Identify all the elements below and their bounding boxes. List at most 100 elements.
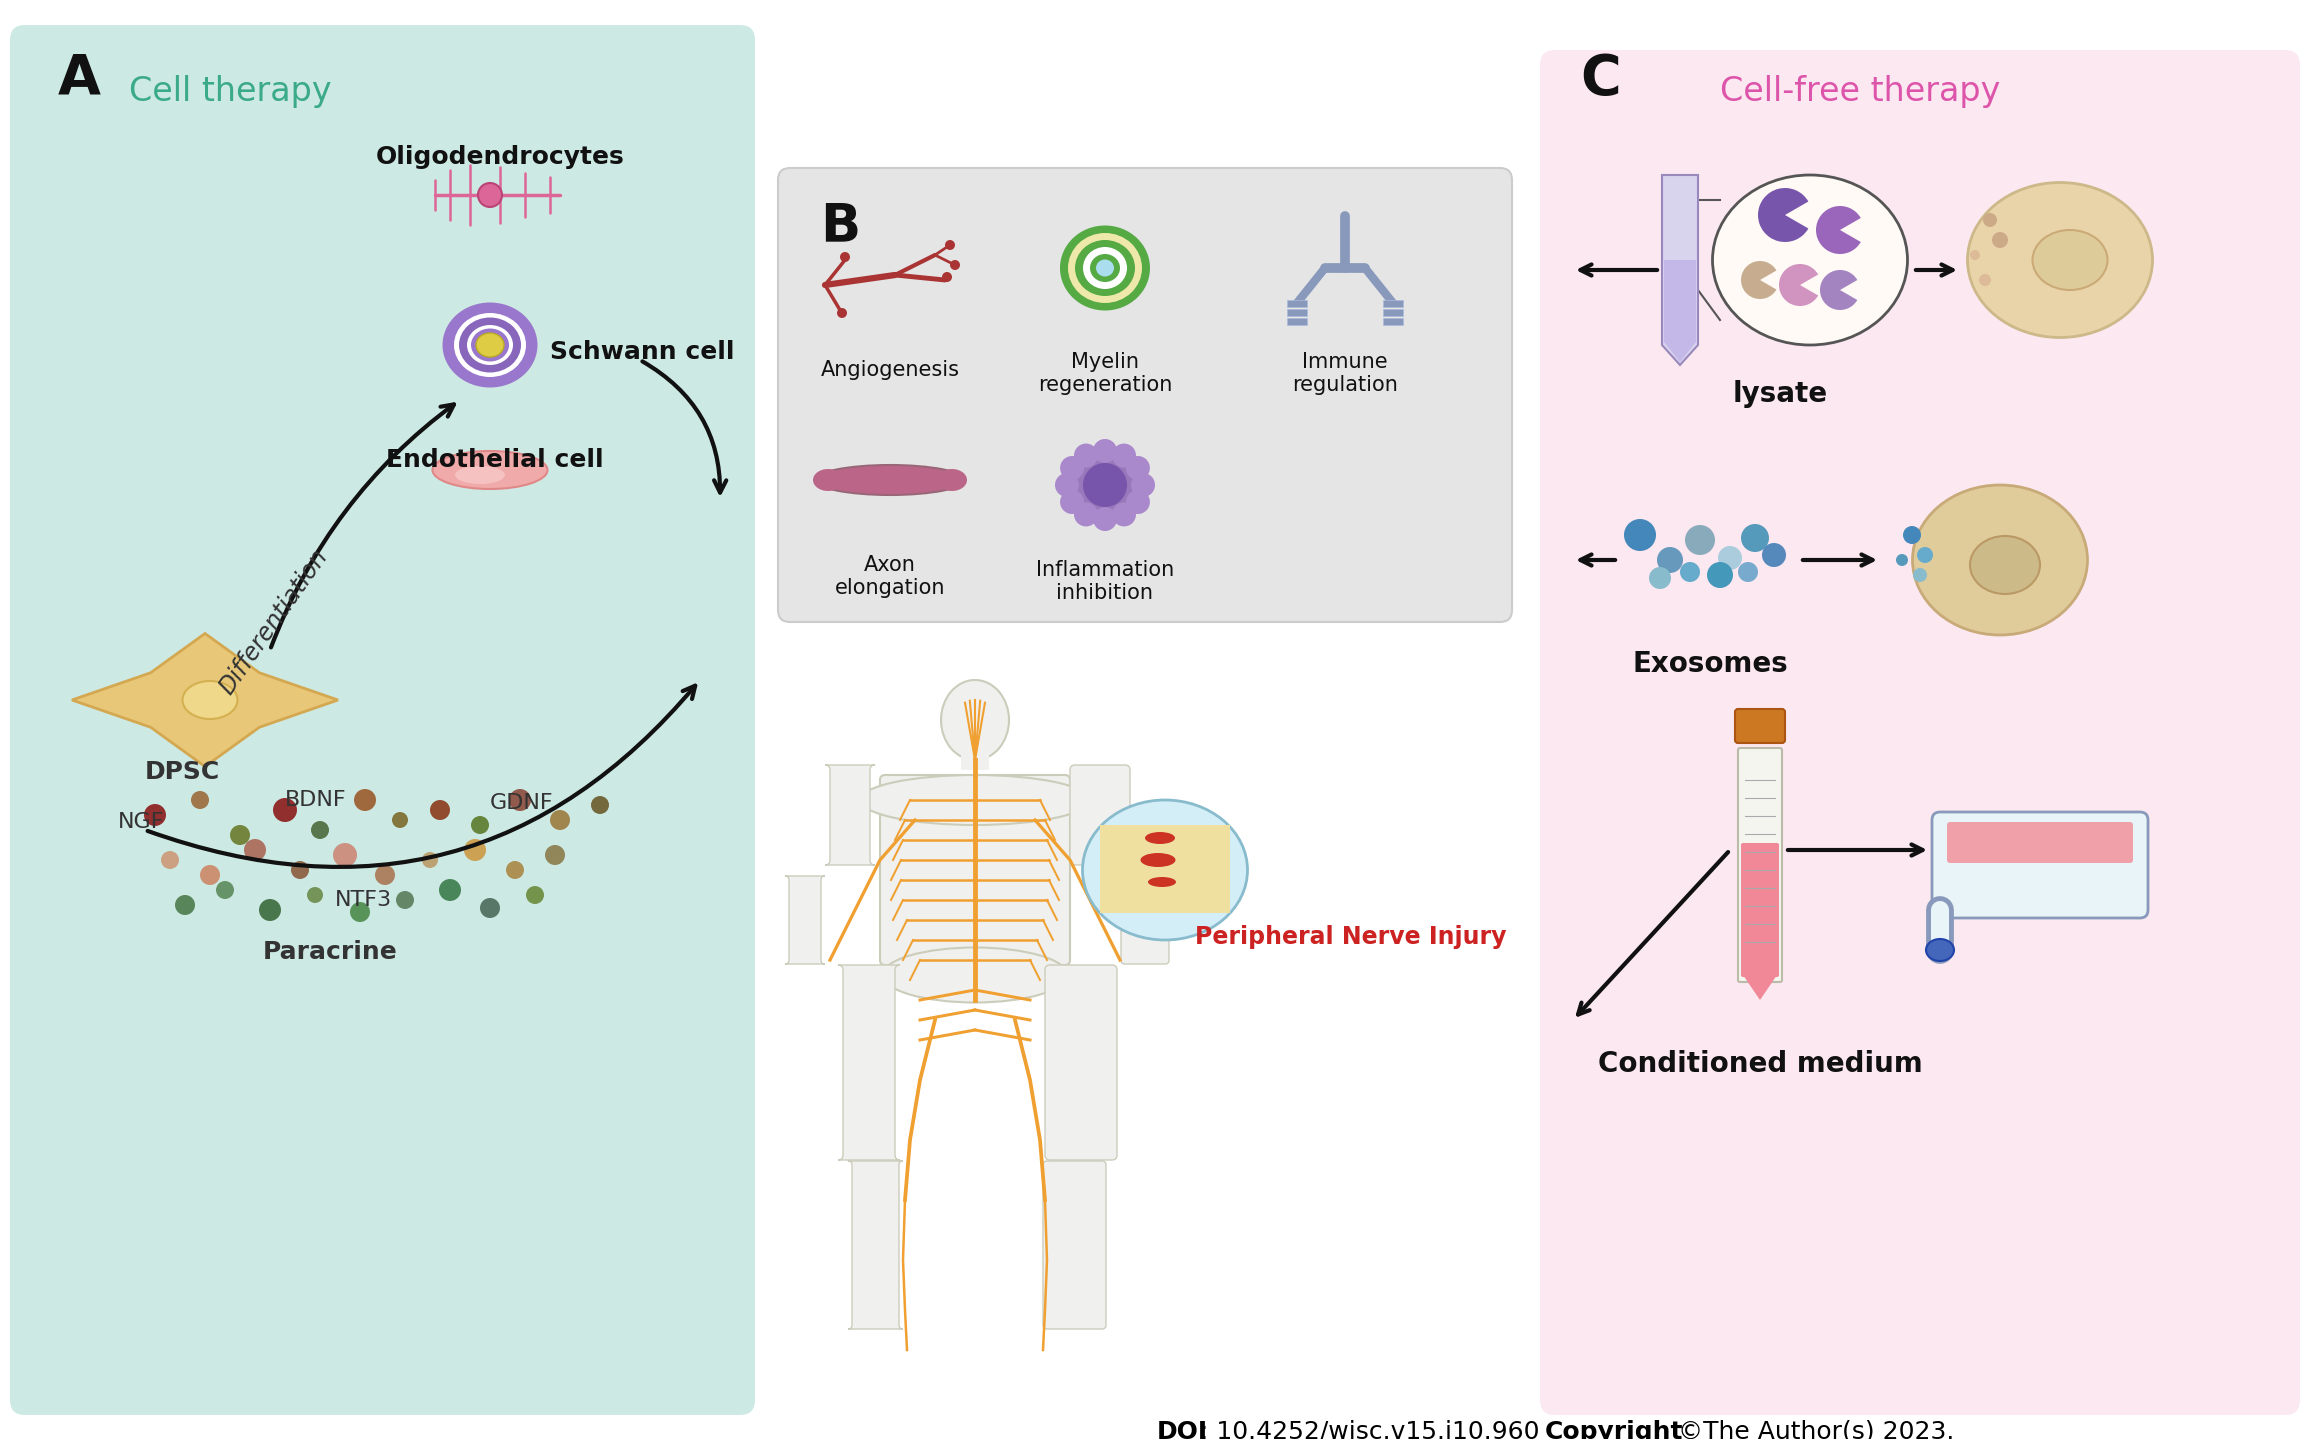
Ellipse shape (937, 469, 967, 491)
Text: NTF3: NTF3 (336, 889, 391, 909)
Text: ©The Author(s) 2023.: ©The Author(s) 2023. (1671, 1420, 1955, 1439)
Ellipse shape (1090, 255, 1120, 282)
Circle shape (479, 898, 500, 918)
Text: Axon
elongation: Axon elongation (835, 555, 944, 599)
Circle shape (1685, 525, 1715, 555)
Circle shape (525, 886, 544, 904)
Text: Paracrine: Paracrine (261, 940, 398, 964)
Ellipse shape (1060, 226, 1150, 311)
Wedge shape (1740, 260, 1777, 299)
Text: BDNF: BDNF (285, 790, 347, 810)
Circle shape (838, 308, 847, 318)
Text: Endothelial cell: Endothelial cell (386, 448, 604, 472)
Circle shape (1895, 554, 1909, 566)
Text: A: A (58, 52, 102, 106)
Circle shape (308, 886, 324, 904)
FancyBboxPatch shape (1099, 848, 1231, 869)
Text: Conditioned medium: Conditioned medium (1597, 1050, 1923, 1078)
FancyBboxPatch shape (1384, 299, 1402, 307)
Circle shape (1738, 563, 1759, 581)
Ellipse shape (815, 465, 965, 495)
Circle shape (509, 789, 530, 812)
Polygon shape (72, 633, 338, 767)
Ellipse shape (1141, 853, 1176, 868)
Circle shape (229, 825, 250, 845)
FancyBboxPatch shape (1099, 825, 1231, 848)
Text: NGF: NGF (118, 812, 164, 832)
Polygon shape (1664, 260, 1696, 363)
Circle shape (199, 865, 220, 885)
FancyBboxPatch shape (1099, 891, 1231, 912)
Text: Cell-free therapy: Cell-free therapy (1719, 75, 1999, 108)
Text: Oligodendrocytes: Oligodendrocytes (375, 145, 625, 168)
FancyBboxPatch shape (1044, 1161, 1106, 1330)
Circle shape (259, 899, 280, 921)
Ellipse shape (1925, 940, 1953, 961)
Circle shape (1132, 473, 1155, 496)
FancyBboxPatch shape (847, 1161, 902, 1330)
Ellipse shape (458, 318, 521, 373)
Text: : 10.4252/wjsc.v15.i10.960: : 10.4252/wjsc.v15.i10.960 (1201, 1420, 1548, 1439)
Circle shape (421, 852, 437, 868)
Text: Inflammation
inhibition: Inflammation inhibition (1037, 560, 1173, 603)
Circle shape (430, 800, 449, 820)
Circle shape (1113, 502, 1136, 527)
Circle shape (292, 861, 310, 879)
Circle shape (1055, 473, 1078, 496)
Text: C: C (1580, 52, 1620, 106)
Circle shape (1740, 524, 1768, 553)
Circle shape (465, 839, 486, 861)
Text: lysate: lysate (1733, 380, 1828, 409)
FancyBboxPatch shape (879, 776, 1069, 966)
Text: Peripheral Nerve Injury: Peripheral Nerve Injury (1194, 925, 1506, 948)
Circle shape (1624, 519, 1657, 551)
Circle shape (391, 812, 407, 827)
Circle shape (1127, 456, 1150, 481)
Circle shape (215, 881, 234, 899)
Ellipse shape (433, 450, 548, 489)
Circle shape (1914, 568, 1928, 581)
Circle shape (1650, 567, 1671, 589)
Circle shape (1113, 443, 1136, 468)
Text: Differentiation: Differentiation (215, 545, 333, 699)
Polygon shape (1742, 976, 1777, 1000)
FancyBboxPatch shape (1069, 766, 1129, 865)
Circle shape (1083, 463, 1127, 507)
FancyBboxPatch shape (9, 24, 754, 1415)
Ellipse shape (467, 325, 514, 366)
FancyBboxPatch shape (1738, 748, 1782, 981)
Ellipse shape (1076, 240, 1134, 296)
FancyBboxPatch shape (1120, 876, 1169, 964)
Ellipse shape (442, 302, 537, 387)
Circle shape (1657, 547, 1682, 573)
Circle shape (472, 816, 488, 835)
Circle shape (1916, 547, 1932, 563)
Circle shape (333, 843, 356, 868)
Circle shape (349, 902, 370, 922)
Circle shape (1074, 443, 1099, 468)
Ellipse shape (1083, 800, 1247, 940)
Circle shape (951, 260, 960, 271)
Text: DOI: DOI (1157, 1420, 1208, 1439)
Circle shape (243, 839, 266, 861)
Circle shape (1680, 563, 1701, 581)
Ellipse shape (812, 469, 842, 491)
Circle shape (310, 822, 329, 839)
Ellipse shape (882, 947, 1067, 1003)
FancyBboxPatch shape (1287, 318, 1307, 325)
Text: GDNF: GDNF (491, 793, 553, 813)
Circle shape (551, 810, 569, 830)
Text: Immune
regulation: Immune regulation (1291, 353, 1398, 396)
Ellipse shape (1145, 832, 1176, 845)
Circle shape (546, 845, 565, 865)
FancyBboxPatch shape (1736, 709, 1784, 743)
Circle shape (396, 891, 414, 909)
Ellipse shape (1069, 233, 1143, 304)
Ellipse shape (2032, 230, 2108, 291)
Wedge shape (1759, 189, 1807, 242)
Circle shape (440, 879, 460, 901)
Ellipse shape (1712, 176, 1907, 345)
Ellipse shape (1083, 248, 1127, 289)
Circle shape (590, 796, 609, 814)
Circle shape (1978, 273, 1990, 286)
